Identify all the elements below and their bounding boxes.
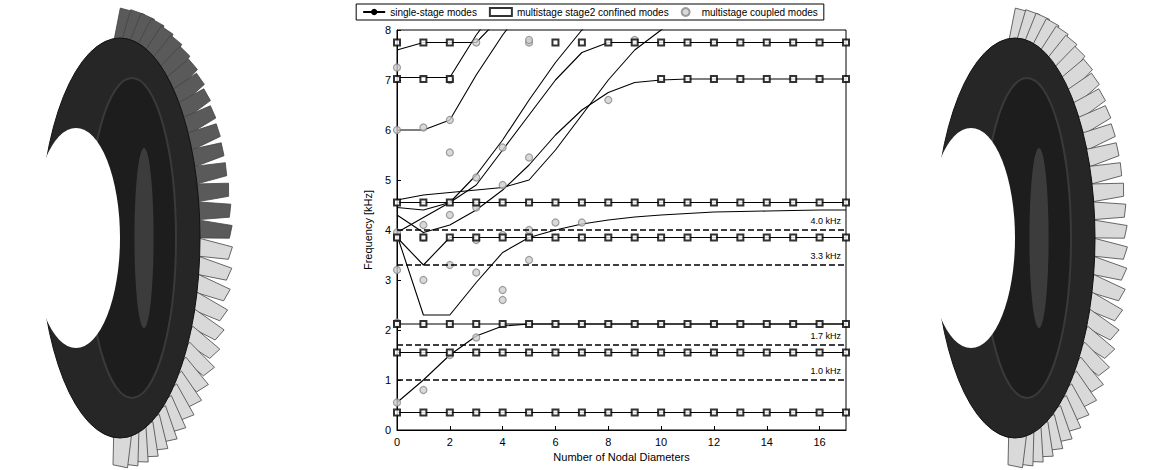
svg-text:1.7 kHz: 1.7 kHz (810, 331, 841, 341)
svg-text:7: 7 (385, 74, 391, 86)
svg-text:multistage stage2 confined mod: multistage stage2 confined modes (517, 7, 669, 18)
svg-text:4.0 kHz: 4.0 kHz (810, 216, 841, 226)
svg-text:0: 0 (385, 424, 391, 436)
svg-text:0: 0 (394, 436, 400, 448)
svg-text:14: 14 (761, 436, 773, 448)
svg-text:16: 16 (813, 436, 825, 448)
svg-text:5: 5 (385, 174, 391, 186)
svg-text:2: 2 (447, 436, 453, 448)
svg-text:3.3 kHz: 3.3 kHz (810, 251, 841, 261)
svg-text:3: 3 (385, 274, 391, 286)
svg-text:single-stage modes: single-stage modes (390, 7, 477, 18)
svg-text:10: 10 (655, 436, 667, 448)
svg-text:1.0 kHz: 1.0 kHz (810, 366, 841, 376)
svg-text:6: 6 (385, 124, 391, 136)
svg-text:4: 4 (500, 436, 506, 448)
svg-text:2: 2 (385, 324, 391, 336)
svg-text:12: 12 (708, 436, 720, 448)
svg-text:1: 1 (385, 374, 391, 386)
svg-text:4: 4 (385, 224, 391, 236)
svg-text:6: 6 (552, 436, 558, 448)
svg-text:multistage coupled modes: multistage coupled modes (702, 7, 818, 18)
svg-text:Number of Nodal Diameters: Number of Nodal Diameters (553, 451, 690, 463)
svg-text:Frequency [kHz]: Frequency [kHz] (362, 190, 374, 270)
svg-text:8: 8 (605, 436, 611, 448)
svg-text:8: 8 (385, 24, 391, 36)
